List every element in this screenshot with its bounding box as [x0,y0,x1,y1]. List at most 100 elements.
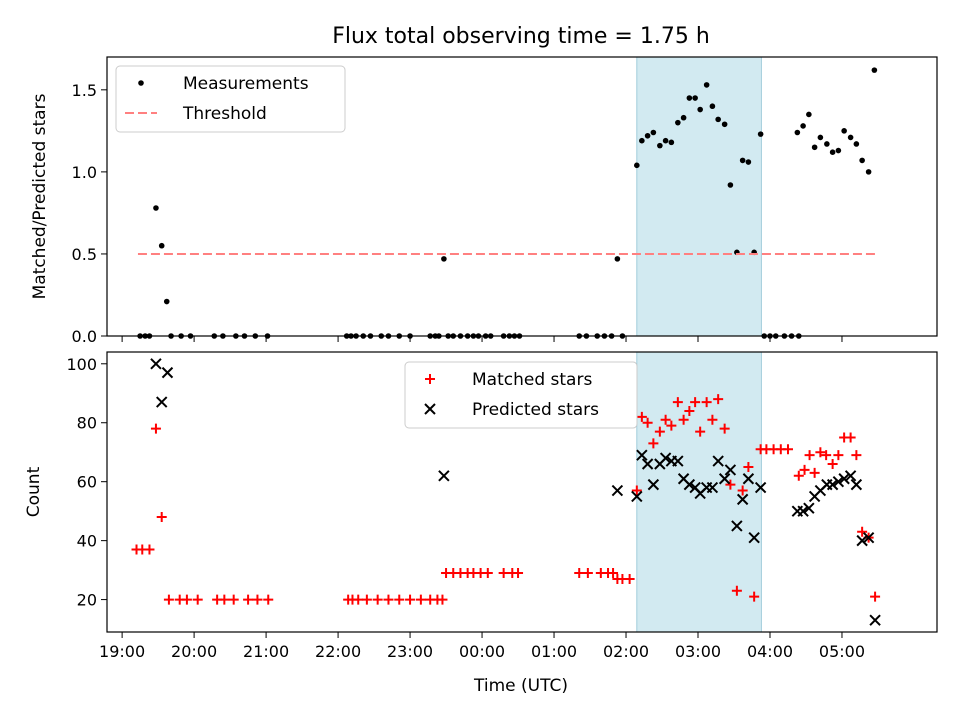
matched-stars-point [582,568,593,579]
measurement-point [739,157,746,164]
predicted-stars-point [731,520,743,532]
legend-label: Measurements [183,74,309,94]
measurement-point [715,116,721,123]
matched-stars-point [870,591,881,602]
y-axis-label: Count [24,466,44,517]
matched-stars-point [181,594,192,605]
matched-stars-point [263,594,274,605]
predicted-stars-point [438,470,450,482]
predicted-stars-point [659,452,672,464]
y-tick-label: 80 [77,414,97,433]
y-tick-label: 0.0 [72,327,97,346]
measurement-point [644,132,651,139]
matched-stars-point [372,594,383,605]
top-panel: 0.0 0.5 1.0 1.5 Matched/Predicted stars Measu… [30,56,938,346]
measurement-point [441,256,447,262]
y-tick-label: 40 [77,532,97,551]
matched-stars-point [383,594,394,605]
matched-stars-point [252,594,263,605]
matched-stars-point [574,568,585,579]
measurement-point [871,67,878,73]
predicted-stars-point [724,464,737,476]
axes-frame [106,56,938,337]
predicted-stars-point [631,490,643,503]
y-tick-label: 0.5 [72,245,97,264]
measurement-point [824,141,830,147]
measurement-point [680,114,687,121]
matched-stars-point [793,470,804,481]
x-tick-label: 05:00 [819,642,865,661]
matched-stars-point [851,450,862,461]
legend: Matched stars Predicted stars [404,361,638,429]
matched-stars-point [648,438,659,449]
bottom-panel: 20 40 60 80 100 19:00 20:00 21:00 22:00 23:00 00:0… [24,351,938,661]
chart-title: Flux total observing time = 1.75 h [332,24,710,49]
measurement-point [634,162,640,169]
measurement-point [835,147,842,154]
matched-stars-point [815,447,826,458]
measurement-point [163,298,170,305]
measurement-point [153,205,159,211]
measurement-point [745,159,752,165]
legend-symbol-plus [425,374,435,384]
matched-stars-point [636,411,647,422]
matched-stars-point [690,397,701,408]
measurement-point [657,142,663,149]
matched-stars-point [437,594,448,605]
x-tick-label: 20:00 [171,642,217,661]
matched-stars-point [707,414,718,425]
matched-stars-point [684,405,695,416]
measurement-point [686,95,693,101]
measurement-point [757,131,764,137]
predicted-stars-point [869,614,881,626]
matched-stars-point [731,585,742,596]
y-tick-label: 1.5 [72,81,97,100]
matched-stars-point [845,432,856,443]
matched-stars-point [654,426,665,437]
measurement-point [829,149,836,155]
legend-symbol-dot [138,80,144,86]
predicted-stars-point [742,473,755,485]
matched-stars-point [219,594,230,605]
matched-stars-point [513,568,524,579]
predicted-stars-point [832,475,845,488]
predicted-stars-point [712,455,724,467]
measurement-point [859,157,865,164]
legend-label: Predicted stars [472,400,599,420]
x-tick-label: 01:00 [531,642,577,661]
matched-stars-point [498,568,509,579]
predicted-stars-point [156,396,168,408]
legend-box [115,65,346,133]
y-tick-label: 1.0 [72,163,97,182]
measurement-point [811,144,818,151]
matched-stars-point [713,394,724,405]
legend: Measurements Threshold [115,65,346,133]
predicted-stars-point [718,473,731,485]
measurement-point [614,256,621,262]
measurement-point [675,119,681,126]
matched-stars-point [631,485,642,496]
matched-stars-point [809,467,820,478]
predicted-stars-point [838,473,850,485]
matched-stars-point [737,485,748,496]
matched-stars-point [725,479,736,490]
measurement-point [806,111,812,118]
matched-stars-point [666,420,677,431]
matched-stars-point [482,568,493,579]
predicted-stars-point [803,502,815,514]
matched-stars-point [156,512,167,523]
legend-box [404,361,638,429]
matched-stars-point [624,573,635,584]
matched-stars-point [695,426,706,437]
predicted-stars-point [754,481,767,494]
x-tick-label: 03:00 [675,642,721,661]
predicted-stars-point [850,478,863,491]
legend-label: Threshold [182,104,267,124]
predicted-stars-point [844,470,857,482]
measurement-point [668,139,675,146]
measurement-point [639,137,645,144]
legend-symbol-cross [424,403,436,415]
predicted-stars-point [611,484,624,497]
y-tick-label: 100 [66,355,97,374]
